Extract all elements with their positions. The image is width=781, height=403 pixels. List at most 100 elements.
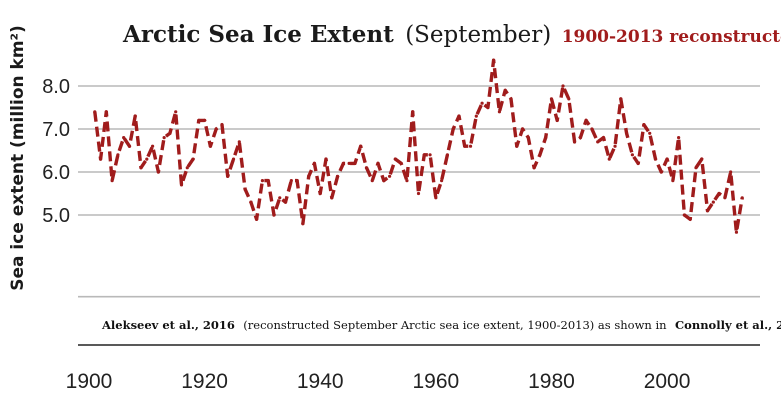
data-point [272, 213, 275, 216]
x-tick-labels: 1900 1920 1940 1960 1980 2000 [66, 370, 691, 393]
data-point [440, 179, 443, 182]
data-point [376, 162, 379, 165]
chart: Arctic Sea Ice Extent (September) 1900-2… [0, 0, 781, 403]
data-point [313, 162, 316, 165]
y-axis-label: Sea ice extent (million km²) [8, 25, 28, 291]
chart-title: Arctic Sea Ice Extent (September) 1900-2… [122, 21, 781, 48]
data-point [596, 140, 599, 143]
data-point [405, 179, 408, 182]
data-point [342, 162, 345, 165]
data-point [324, 158, 327, 161]
title-main: Arctic Sea Ice Extent [122, 21, 394, 48]
data-point [561, 84, 564, 87]
data-point [585, 119, 588, 122]
data-point [515, 145, 518, 148]
data-point [463, 145, 466, 148]
data-point [613, 145, 616, 148]
gridlines [78, 86, 760, 297]
data-point [330, 196, 333, 199]
annotation-middle: (reconstructed September Arctic sea ice … [243, 318, 667, 332]
data-point [602, 136, 605, 139]
data-point [186, 166, 189, 169]
y-tick-label: 7.0 [42, 119, 70, 141]
data-point [99, 158, 102, 161]
data-point [717, 192, 720, 195]
data-point [475, 115, 478, 118]
data-point [567, 97, 570, 100]
data-point [637, 162, 640, 165]
data-point [631, 153, 634, 156]
data-point [238, 140, 241, 143]
data-point [434, 196, 437, 199]
data-point [706, 209, 709, 212]
x-tick-label: 1940 [297, 370, 344, 393]
data-point [243, 188, 246, 191]
y-tick-label: 6.0 [42, 162, 70, 184]
data-point [116, 153, 119, 156]
data-point [457, 115, 460, 118]
svg-text:Arctic Sea Ice Extent (S: Arctic Sea Ice Extent (September) 1900-2… [122, 21, 781, 48]
data-point [428, 153, 431, 156]
data-point [480, 102, 483, 105]
data-point [671, 179, 674, 182]
data-point [203, 119, 206, 122]
data-point [654, 158, 657, 161]
data-point [509, 97, 512, 100]
data-point [400, 162, 403, 165]
data-point [452, 127, 455, 130]
data-point [151, 145, 154, 148]
data-point [527, 136, 530, 139]
data-point [348, 162, 351, 165]
data-point [579, 136, 582, 139]
data-point [573, 140, 576, 143]
data-point [232, 158, 235, 161]
data-point [111, 179, 114, 182]
data-point [145, 158, 148, 161]
data-point [180, 183, 183, 186]
y-tick-label: 8.0 [42, 76, 70, 98]
data-point [319, 192, 322, 195]
data-point [469, 145, 472, 148]
data-point [255, 218, 258, 221]
data-point [174, 110, 177, 113]
title-subtitle: 1900-2013 reconstructed [562, 27, 781, 47]
data-point [261, 179, 264, 182]
series-points [93, 59, 744, 234]
data-point [139, 166, 142, 169]
data-point [700, 158, 703, 161]
data-point [394, 158, 397, 161]
data-point [220, 123, 223, 126]
data-point [249, 201, 252, 204]
data-point [128, 145, 131, 148]
data-point [209, 145, 212, 148]
data-point [608, 158, 611, 161]
data-point [544, 136, 547, 139]
data-point [382, 179, 385, 182]
data-point [353, 162, 356, 165]
x-tick-label: 1920 [181, 370, 228, 393]
data-point [191, 158, 194, 161]
data-point [741, 196, 744, 199]
data-point [533, 166, 536, 169]
data-point [735, 231, 738, 234]
annotation: Alekseev et al., 2016 (reconstructed Sep… [101, 316, 781, 333]
data-point [215, 127, 218, 130]
data-point [677, 136, 680, 139]
data-point [411, 110, 414, 113]
data-point [648, 132, 651, 135]
data-point [550, 97, 553, 100]
title-paren: (September) [405, 22, 551, 48]
data-point [665, 158, 668, 161]
data-point [619, 97, 622, 100]
data-point [683, 213, 686, 216]
data-point [301, 222, 304, 225]
data-point [157, 170, 160, 173]
data-point [556, 119, 559, 122]
y-tick-label: 5.0 [42, 205, 70, 227]
data-point [504, 89, 507, 92]
data-point [93, 110, 96, 113]
data-point [492, 59, 495, 62]
data-point [105, 110, 108, 113]
data-point [498, 110, 501, 113]
data-point [226, 175, 229, 178]
